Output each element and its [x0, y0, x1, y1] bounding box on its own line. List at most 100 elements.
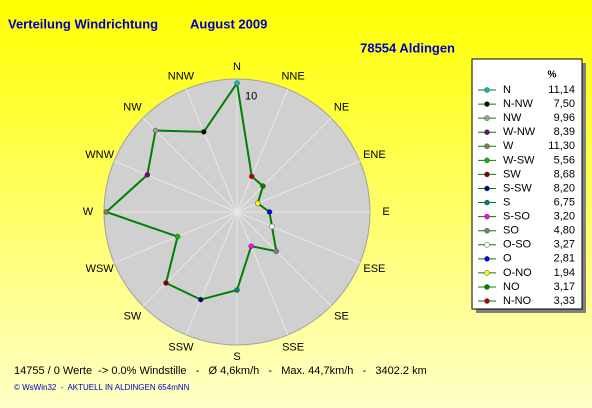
point — [163, 280, 169, 286]
point — [266, 209, 273, 215]
grid-ring — [120, 95, 354, 329]
spoke — [142, 211, 238, 307]
direction-label: N — [233, 61, 241, 73]
legend-label: SO — [503, 225, 519, 237]
legend-value: 3,20 — [554, 211, 575, 223]
legend-value: 9,96 — [554, 112, 575, 124]
point — [197, 296, 204, 303]
spoke — [236, 88, 289, 213]
legend-value: 4,80 — [554, 225, 575, 237]
legend-marker — [484, 87, 490, 93]
legend-marker — [484, 227, 490, 234]
legend-value: 3,27 — [554, 239, 575, 251]
legend-label: N-NO — [503, 295, 532, 307]
legend-marker — [484, 115, 490, 121]
legend-header: % — [548, 70, 557, 81]
point — [248, 173, 255, 180]
legend-marker — [484, 157, 490, 164]
legend-label: O — [503, 253, 512, 265]
legend-value: 8,20 — [554, 182, 575, 194]
point — [248, 243, 254, 249]
spoke — [236, 211, 361, 264]
legend-marker — [484, 143, 490, 150]
legend-marker — [484, 270, 490, 276]
direction-label: WNW — [85, 149, 114, 161]
footer: 14755 / 0 Werte -> 0.0% Windstille - Ø 4… — [14, 365, 427, 377]
point — [201, 129, 207, 135]
legend-value: 7,50 — [554, 98, 575, 110]
spoke — [142, 117, 238, 213]
legend-value: 3,33 — [554, 295, 575, 307]
point — [234, 287, 240, 293]
legend-value: 3,17 — [554, 281, 575, 293]
direction-label: NNW — [168, 71, 195, 83]
direction-label: SSE — [282, 341, 304, 353]
legend-marker — [484, 256, 490, 262]
direction-label: NW — [123, 101, 142, 113]
chart-subtitle: August 2009 — [190, 16, 267, 31]
legend-label: S — [503, 196, 510, 208]
legend-label: W-NW — [503, 126, 536, 138]
legend-label: N-NW — [503, 98, 534, 110]
direction-label: SE — [334, 310, 349, 322]
legend-marker — [484, 242, 490, 248]
legend-marker — [484, 171, 490, 178]
spoke — [185, 211, 238, 336]
direction-label: NNE — [281, 71, 304, 83]
legend-marker — [484, 101, 490, 107]
legend-label: N — [503, 84, 511, 96]
legend-label: O-SO — [503, 239, 532, 251]
spoke — [113, 160, 238, 213]
legend-marker — [484, 199, 490, 206]
legend-value: 6,75 — [554, 196, 575, 208]
direction-label: ESE — [363, 263, 385, 275]
point — [103, 209, 110, 215]
spoke — [236, 117, 332, 213]
legend-value: 8,39 — [554, 126, 575, 138]
point — [269, 223, 275, 230]
legend-marker — [484, 185, 490, 192]
legend-box — [471, 58, 583, 310]
legend-label: NW — [503, 112, 522, 124]
direction-label: NE — [334, 101, 349, 113]
direction-label: ENE — [363, 149, 386, 161]
legend-value: 5,56 — [554, 154, 575, 166]
point — [234, 80, 240, 86]
direction-label: S — [233, 351, 240, 363]
direction-label: WSW — [86, 263, 115, 275]
legend-value: 11,14 — [548, 84, 575, 96]
point — [260, 183, 266, 189]
location: 78554 Aldingen — [360, 40, 455, 55]
point — [273, 248, 280, 255]
direction-label: SSW — [168, 341, 194, 353]
legend-value: 8,68 — [554, 168, 575, 180]
spoke — [236, 211, 332, 307]
chart-title: Verteilung Windrichtung — [8, 16, 158, 31]
credit: © WsWin32 - AKTUELL IN ALDINGEN 654mNN — [14, 383, 190, 392]
direction-label: W — [83, 206, 94, 218]
legend-label: S-SW — [503, 182, 532, 194]
legend-label: SW — [503, 168, 521, 180]
legend-marker — [484, 129, 490, 135]
legend-label: W-SW — [503, 154, 535, 166]
legend-label: S-SO — [503, 211, 530, 223]
point — [254, 200, 261, 207]
legend-marker — [484, 213, 490, 220]
direction-label: SW — [124, 310, 142, 322]
legend-marker — [484, 284, 490, 290]
direction-label: E — [382, 206, 389, 218]
legend-marker — [484, 298, 490, 304]
legend-value: 2,81 — [554, 253, 575, 265]
point — [174, 233, 181, 240]
legend-label: NO — [503, 281, 520, 293]
legend-value: 11,30 — [548, 140, 575, 152]
legend-value: 1,94 — [554, 267, 575, 279]
legend-label: W — [503, 140, 514, 152]
legend-label: O-NO — [503, 267, 532, 279]
point — [152, 127, 159, 134]
spoke — [185, 88, 238, 213]
point — [144, 172, 151, 178]
r-tick-label: 10 — [245, 90, 257, 102]
spoke — [236, 211, 289, 336]
